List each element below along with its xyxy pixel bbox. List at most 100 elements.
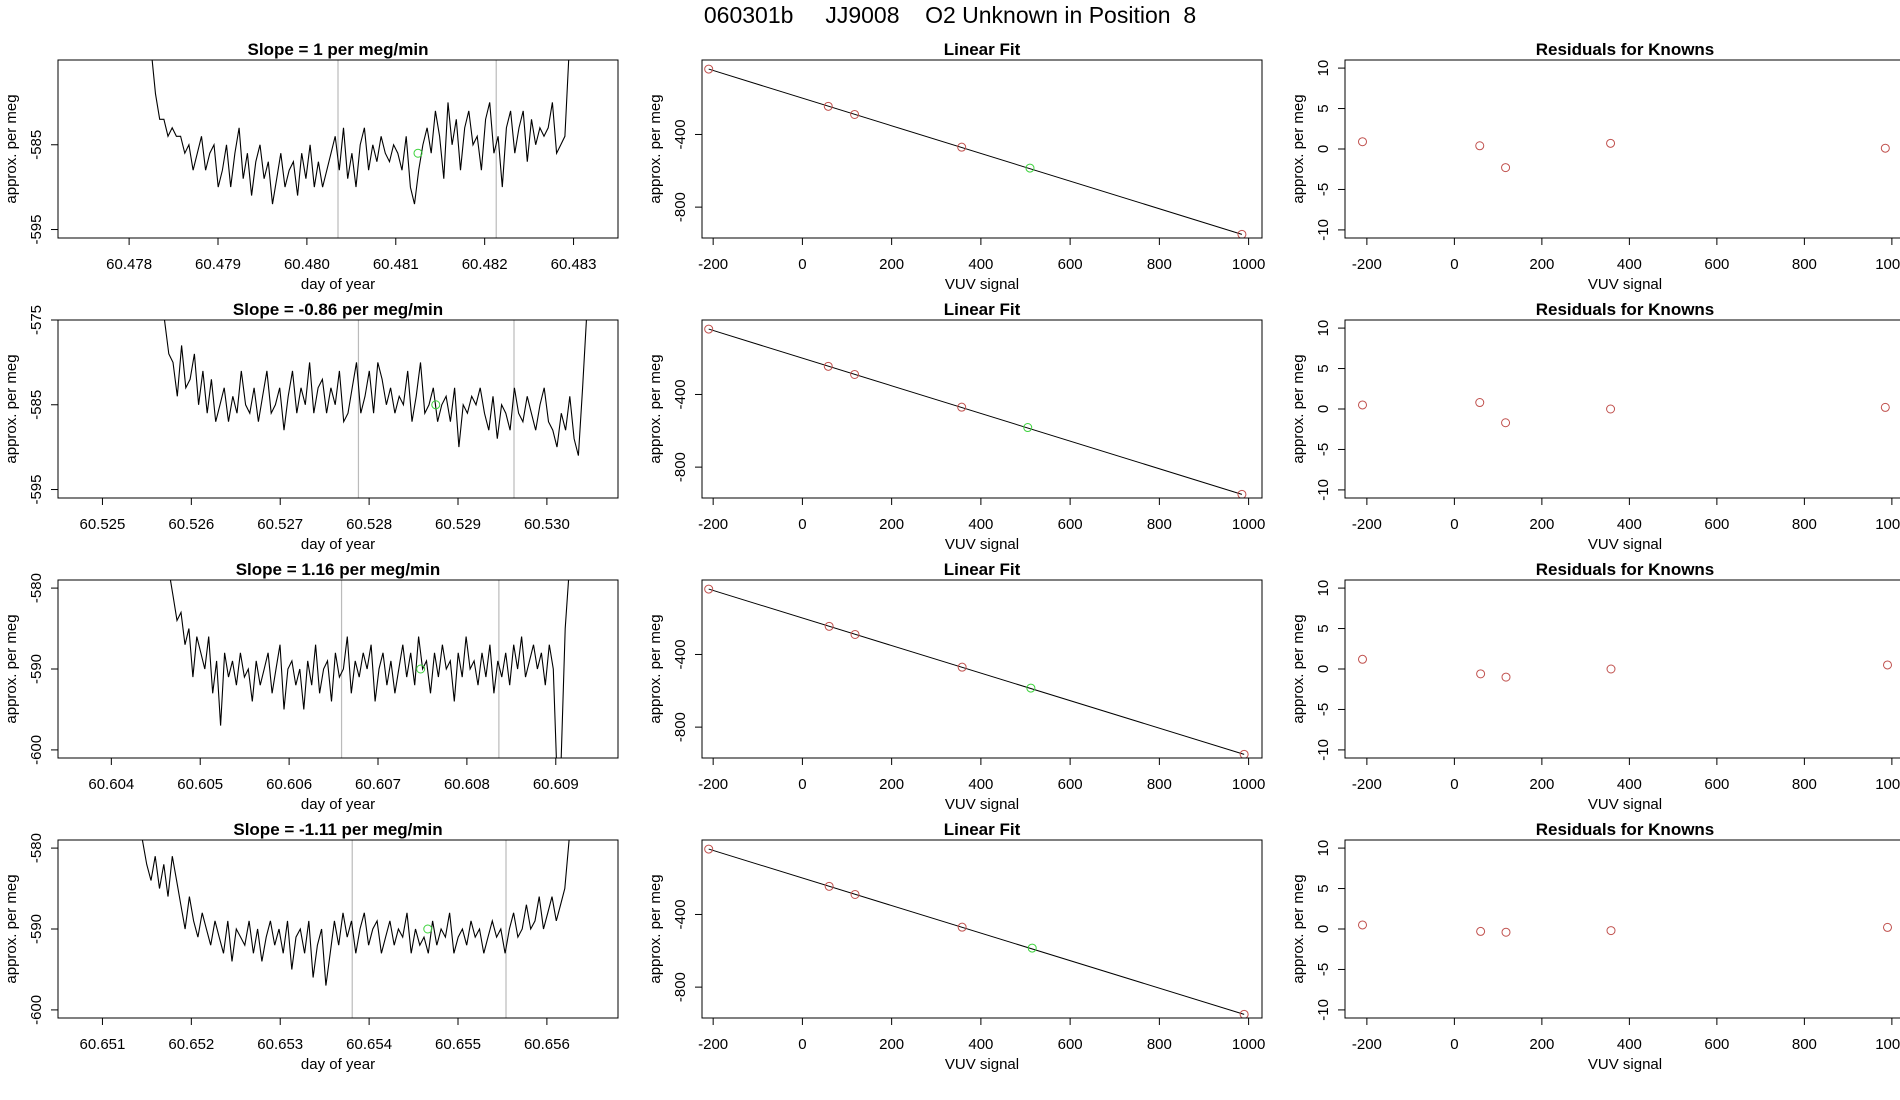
fit-line xyxy=(708,588,1245,755)
y-tick-label: -590 xyxy=(28,654,45,684)
y-tick-label: 10 xyxy=(1315,320,1332,337)
x-tick-label: 400 xyxy=(968,1036,993,1053)
plot-area xyxy=(704,64,1247,238)
y-axis-label: approx. per meg xyxy=(1290,354,1307,463)
residual-point xyxy=(1475,141,1485,151)
residual-point xyxy=(1358,137,1367,147)
x-tick-label: 200 xyxy=(1529,776,1554,793)
y-tick-label: 5 xyxy=(1315,884,1332,892)
plot-frame xyxy=(57,59,619,239)
known-point xyxy=(823,361,833,371)
x-tick-label: 60.608 xyxy=(444,776,490,793)
x-tick-label: 0 xyxy=(1450,516,1458,533)
y-tick-label: -800 xyxy=(672,712,689,742)
x-tick-label: -200 xyxy=(1352,256,1382,273)
y-tick-label: -590 xyxy=(28,914,45,944)
chart-title: Residuals for Knowns xyxy=(1536,560,1715,579)
signal-series-line xyxy=(151,60,570,205)
x-tick-label: -200 xyxy=(698,776,728,793)
x-tick-label: 60.605 xyxy=(177,776,223,793)
unknown-point xyxy=(1025,163,1035,173)
known-point xyxy=(850,889,860,899)
x-tick-label: 60.529 xyxy=(435,516,481,533)
x-tick-label: 600 xyxy=(1704,516,1729,533)
x-tick-label: 800 xyxy=(1792,1036,1817,1053)
plot-area xyxy=(704,584,1249,758)
residual-point xyxy=(1358,920,1367,930)
x-tick-label: 600 xyxy=(1058,256,1083,273)
x-tick-label: 800 xyxy=(1147,776,1172,793)
x-tick-label: 60.606 xyxy=(266,776,312,793)
unknown-mean-point xyxy=(413,148,423,158)
y-axis-label: approx. per meg xyxy=(3,874,20,983)
x-tick-label: 60.483 xyxy=(551,256,597,273)
unknown-point xyxy=(1027,943,1037,953)
plot-area xyxy=(163,320,587,498)
fit-line xyxy=(708,328,1243,495)
x-tick-label: 400 xyxy=(968,776,993,793)
plot-frame xyxy=(1344,59,1900,239)
plot-frame xyxy=(1344,319,1900,499)
x-tick-label: 60.528 xyxy=(346,516,392,533)
residual-point xyxy=(1501,418,1511,428)
known-point xyxy=(704,844,714,854)
residual-point xyxy=(1476,926,1486,936)
x-tick-label: 1000 xyxy=(1232,256,1265,273)
x-axis-label: day of year xyxy=(301,1056,375,1073)
chart-panel-12: Residuals for Knowns VUV signal approx. pe… xyxy=(1290,820,1900,1073)
y-tick-label: -585 xyxy=(28,130,45,160)
known-point xyxy=(850,369,860,379)
x-tick-label: 60.609 xyxy=(533,776,579,793)
unknown-point xyxy=(1023,423,1033,433)
y-tick-label: 10 xyxy=(1315,840,1332,857)
x-tick-label: 800 xyxy=(1147,256,1172,273)
residual-point xyxy=(1883,660,1892,670)
y-axis-label: approx. per meg xyxy=(1290,874,1307,983)
y-tick-label: 0 xyxy=(1315,925,1332,933)
y-axis-label: approx. per meg xyxy=(3,354,20,463)
x-tick-label: 60.654 xyxy=(346,1036,392,1053)
plot-area xyxy=(704,844,1249,1018)
x-tick-label: 60.652 xyxy=(168,1036,214,1053)
x-tick-label: 60.530 xyxy=(524,516,570,533)
residual-point xyxy=(1358,654,1367,664)
chart-panel-10: Slope = -1.11 per meg/min day of year appr… xyxy=(3,820,619,1073)
y-tick-label: -595 xyxy=(28,475,45,505)
x-axis-label: VUV signal xyxy=(1588,276,1662,293)
residual-point xyxy=(1501,672,1511,682)
y-tick-label: 5 xyxy=(1315,624,1332,632)
signal-series-line xyxy=(163,320,587,456)
known-point xyxy=(1237,229,1247,238)
plot-frame xyxy=(57,319,619,499)
known-point xyxy=(824,621,834,631)
known-point xyxy=(1237,489,1247,498)
y-tick-label: -10 xyxy=(1315,479,1332,501)
plot-area xyxy=(169,580,570,758)
x-tick-label: 400 xyxy=(1617,776,1642,793)
x-tick-label: 800 xyxy=(1147,1036,1172,1053)
y-tick-label: 10 xyxy=(1315,580,1332,597)
y-axis-label: approx. per meg xyxy=(3,94,20,203)
chart-title: Slope = -0.86 per meg/min xyxy=(233,300,443,319)
chart-title: Linear Fit xyxy=(944,300,1021,319)
y-tick-label: -10 xyxy=(1315,219,1332,241)
known-point xyxy=(823,101,833,111)
x-tick-label: 800 xyxy=(1147,516,1172,533)
known-point xyxy=(824,881,834,891)
x-tick-label: 60.479 xyxy=(195,256,241,273)
x-tick-label: 1000 xyxy=(1875,516,1900,533)
plot-frame xyxy=(57,579,619,759)
x-tick-label: 0 xyxy=(798,256,806,273)
unknown-mean-point xyxy=(431,400,441,410)
x-tick-label: 200 xyxy=(1529,516,1554,533)
x-tick-label: -200 xyxy=(1352,776,1382,793)
known-point xyxy=(957,402,967,412)
plot-area xyxy=(1358,654,1892,682)
x-tick-label: 0 xyxy=(798,776,806,793)
y-tick-label: -585 xyxy=(28,390,45,420)
chart-title: Residuals for Knowns xyxy=(1536,300,1715,319)
chart-panel-9: Residuals for Knowns VUV signal approx. pe… xyxy=(1290,560,1900,813)
y-axis-label: approx. per meg xyxy=(647,354,664,463)
residual-point xyxy=(1883,922,1892,932)
x-tick-label: 60.604 xyxy=(88,776,134,793)
